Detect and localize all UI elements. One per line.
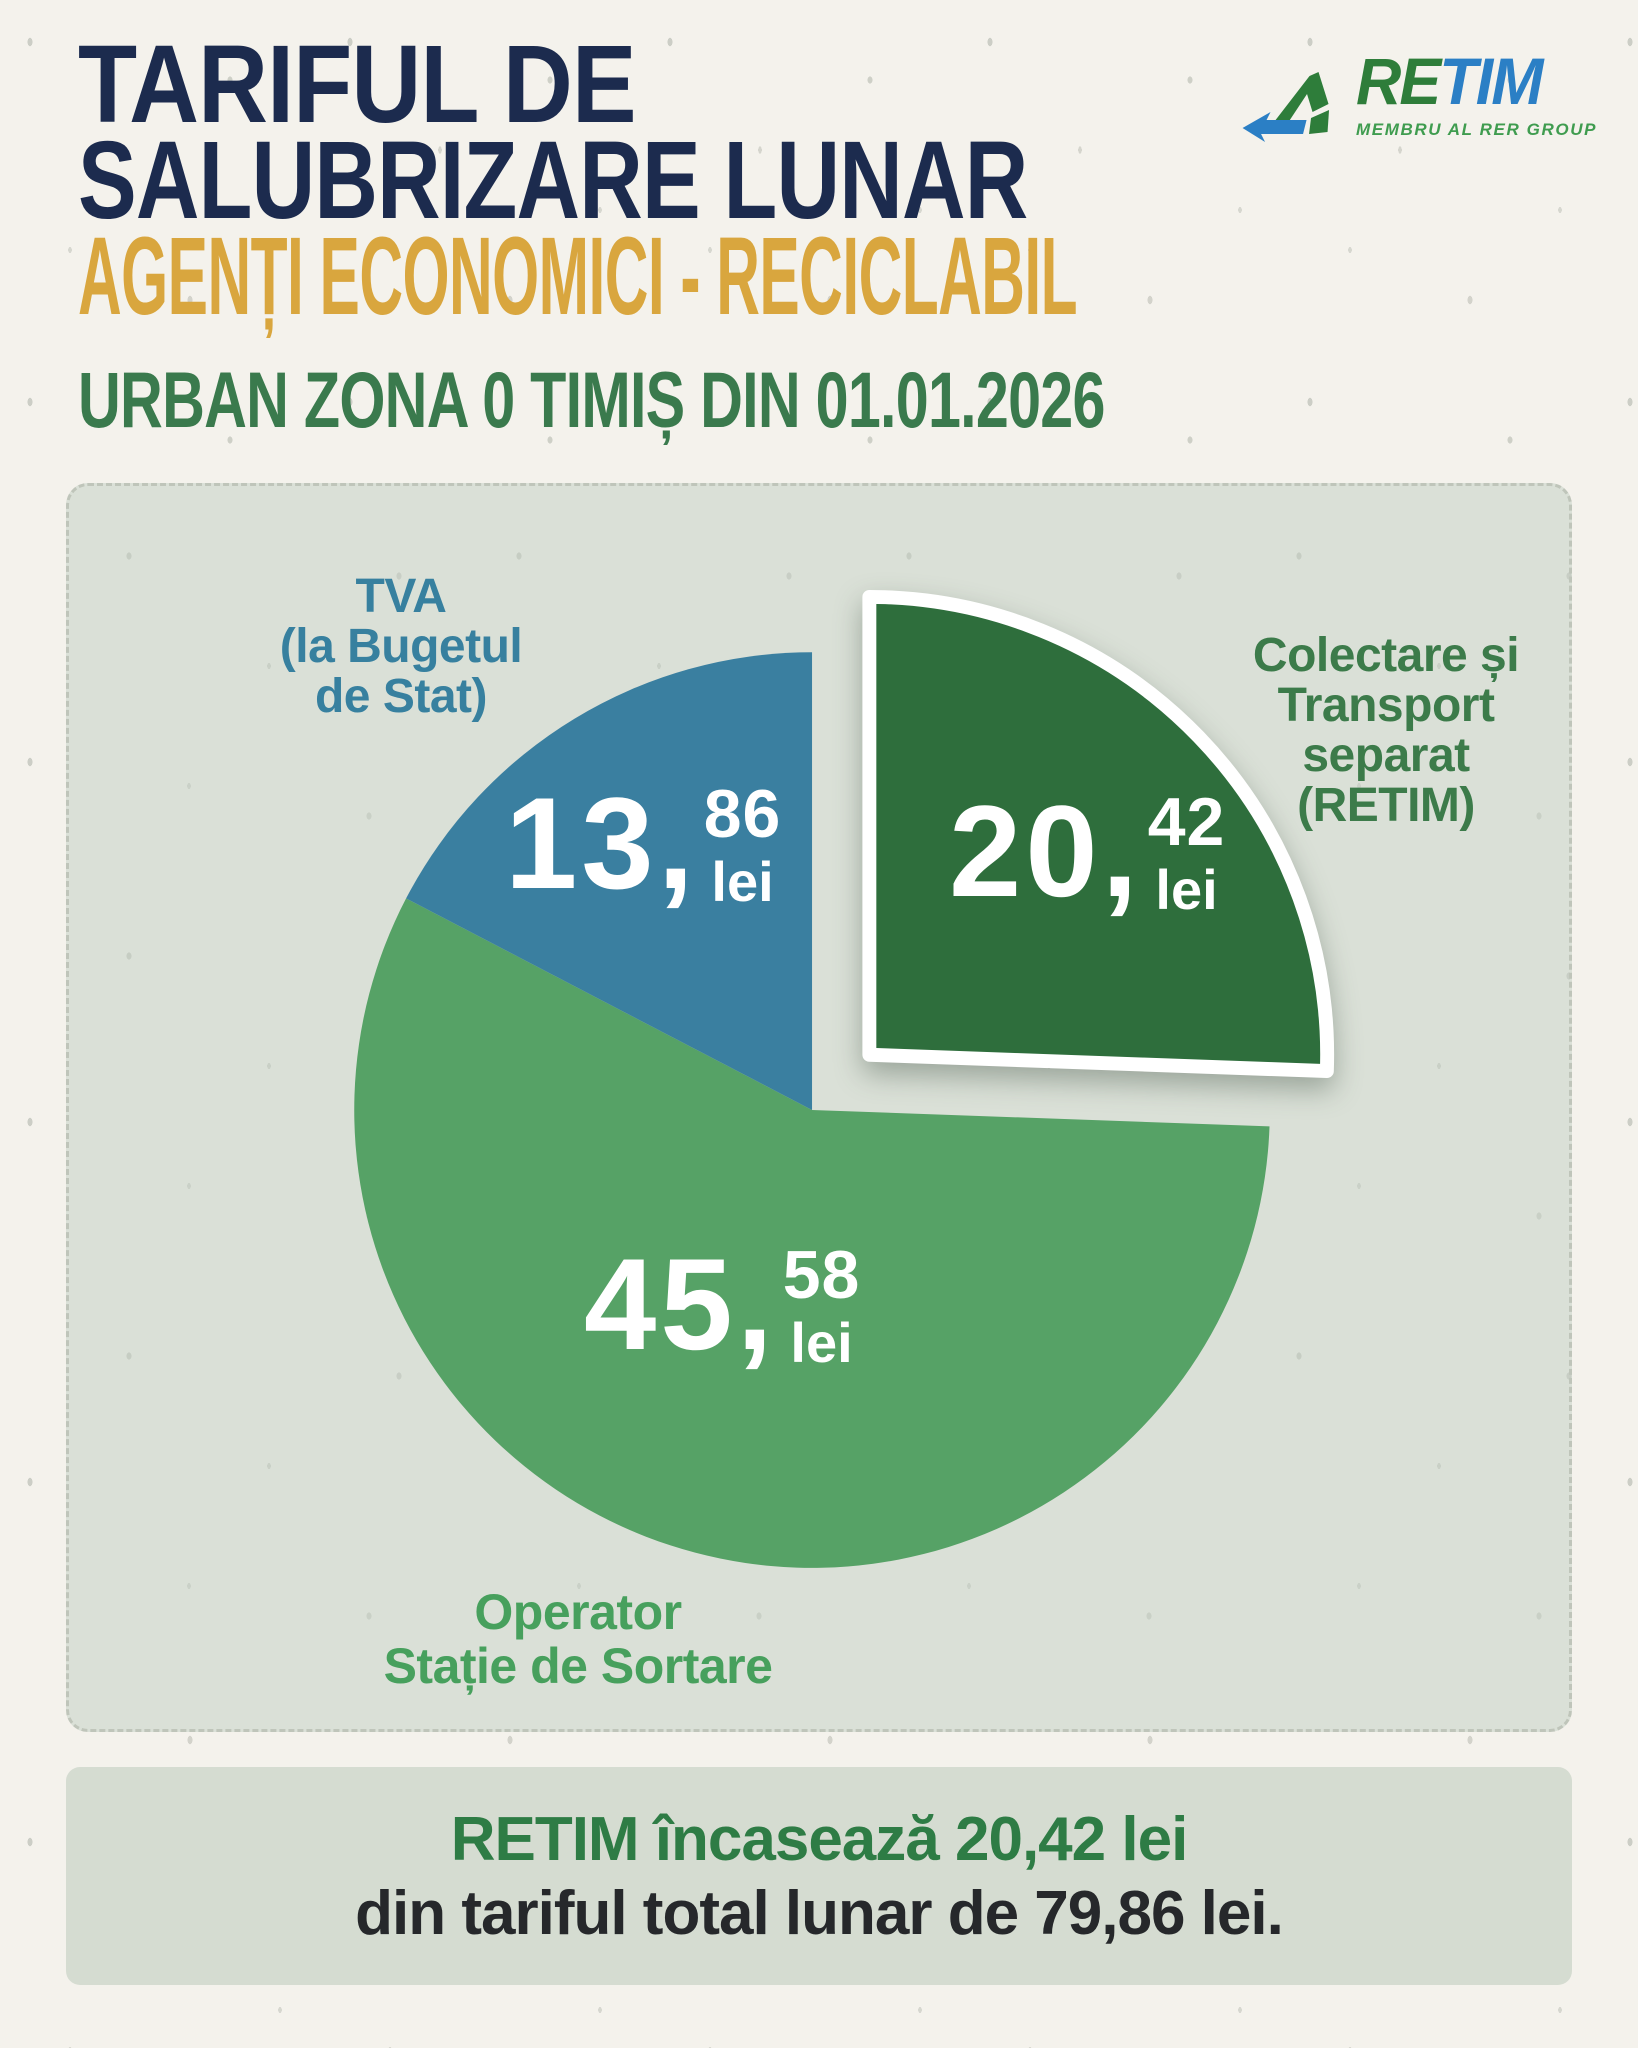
label-retim: Colectare și Transport separat (RETIM) bbox=[1252, 629, 1520, 832]
pie-slice-retim[interactable] bbox=[862, 589, 1335, 1079]
retim-logo: RETIM MEMBRU AL RER GROUP bbox=[1238, 48, 1608, 149]
page-title-line1: TARIFUL DE bbox=[78, 23, 637, 146]
page-title-highlight: AGENȚI ECONOMICI - RECICLABIL bbox=[78, 215, 1078, 338]
value-retim: 20, 42 lei bbox=[949, 778, 1226, 924]
label-tva: TVA (la Bugetul de Stat) bbox=[279, 570, 523, 723]
chart-panel: TVA (la Bugetul de Stat) Colectare și Tr… bbox=[66, 483, 1572, 1732]
pie-slice-operator[interactable] bbox=[354, 898, 1270, 1568]
summary-banner: RETIM încasează 20,42 lei din tariful to… bbox=[66, 1767, 1572, 1985]
summary-line1: RETIM încasează 20,42 lei bbox=[450, 1805, 1189, 1874]
logo-text: RETIM MEMBRU AL RER GROUP bbox=[1356, 48, 1597, 140]
label-operator: Operator Stație de Sortare bbox=[383, 1584, 773, 1694]
recycle-arrows-icon bbox=[1238, 58, 1354, 149]
pie-chart bbox=[354, 589, 1335, 1568]
pie-slice-tva[interactable] bbox=[406, 652, 813, 1110]
page-title-line2: SALUBRIZARE LUNAR bbox=[78, 119, 1028, 242]
summary-line2: din tariful total lunar de 79,86 lei. bbox=[355, 1879, 1284, 1948]
value-tva: 13, 86 lei bbox=[505, 770, 782, 916]
brand-name: RETIM bbox=[1356, 44, 1543, 118]
logo-tagline: MEMBRU AL RER GROUP bbox=[1356, 120, 1598, 139]
page-subtitle: URBAN ZONA 0 TIMIȘ DIN 01.01.2026 bbox=[78, 355, 1105, 444]
value-operator: 45, 58 lei bbox=[584, 1231, 861, 1377]
